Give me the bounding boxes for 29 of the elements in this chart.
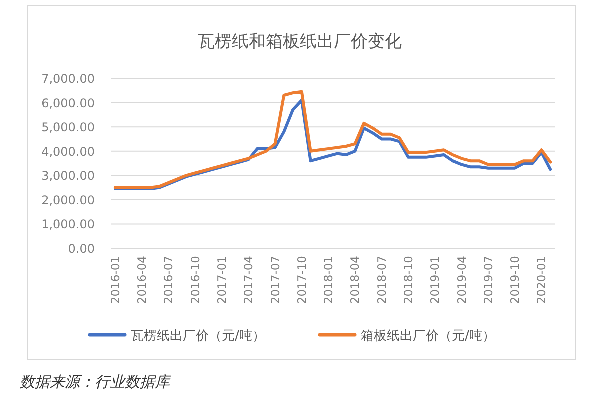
x-tick-label: 2017-10 xyxy=(294,256,309,304)
x-tick-label: 2016-10 xyxy=(188,256,202,304)
x-tick-label: 2018-10 xyxy=(401,256,416,304)
x-tick-label: 2017-01 xyxy=(215,256,229,304)
x-tick-label: 2016-07 xyxy=(162,256,176,304)
source-note: 数据来源：行业数据库 xyxy=(20,373,172,391)
x-tick-label: 2016-04 xyxy=(135,256,150,304)
x-tick-label: 2016-01 xyxy=(108,256,122,304)
x-tick-label: 2020-01 xyxy=(534,256,549,304)
y-tick-label: 4,000.00 xyxy=(42,144,95,159)
x-tick-label: 2019-04 xyxy=(454,256,469,304)
x-tick-label: 2017-04 xyxy=(242,256,256,304)
x-tick-label: 2018-04 xyxy=(348,256,362,304)
legend-label: 瓦楞纸出厂价（元/吨） xyxy=(131,329,266,344)
y-tick-label: 7,000.00 xyxy=(42,72,95,86)
chart-title: 瓦楞纸和箱板纸出厂价变化 xyxy=(198,32,402,52)
y-tick-label: 1,000.00 xyxy=(42,218,95,232)
y-tick-label: 0.00 xyxy=(68,242,95,256)
x-tick-label: 2019-10 xyxy=(508,256,522,304)
x-tick-label: 2017-07 xyxy=(268,256,282,304)
legend-label: 箱板纸出厂价（元/吨） xyxy=(361,329,496,344)
x-tick-label: 2018-01 xyxy=(322,256,336,304)
x-tick-label: 2019-07 xyxy=(481,256,496,304)
y-tick-label: 5,000.00 xyxy=(42,120,95,135)
y-tick-label: 2,000.00 xyxy=(42,193,95,208)
y-tick-label: 3,000.00 xyxy=(42,169,95,184)
x-tick-label: 2018-07 xyxy=(374,256,389,304)
y-tick-label: 6,000.00 xyxy=(42,96,95,110)
x-tick-label: 2019-01 xyxy=(428,256,442,304)
